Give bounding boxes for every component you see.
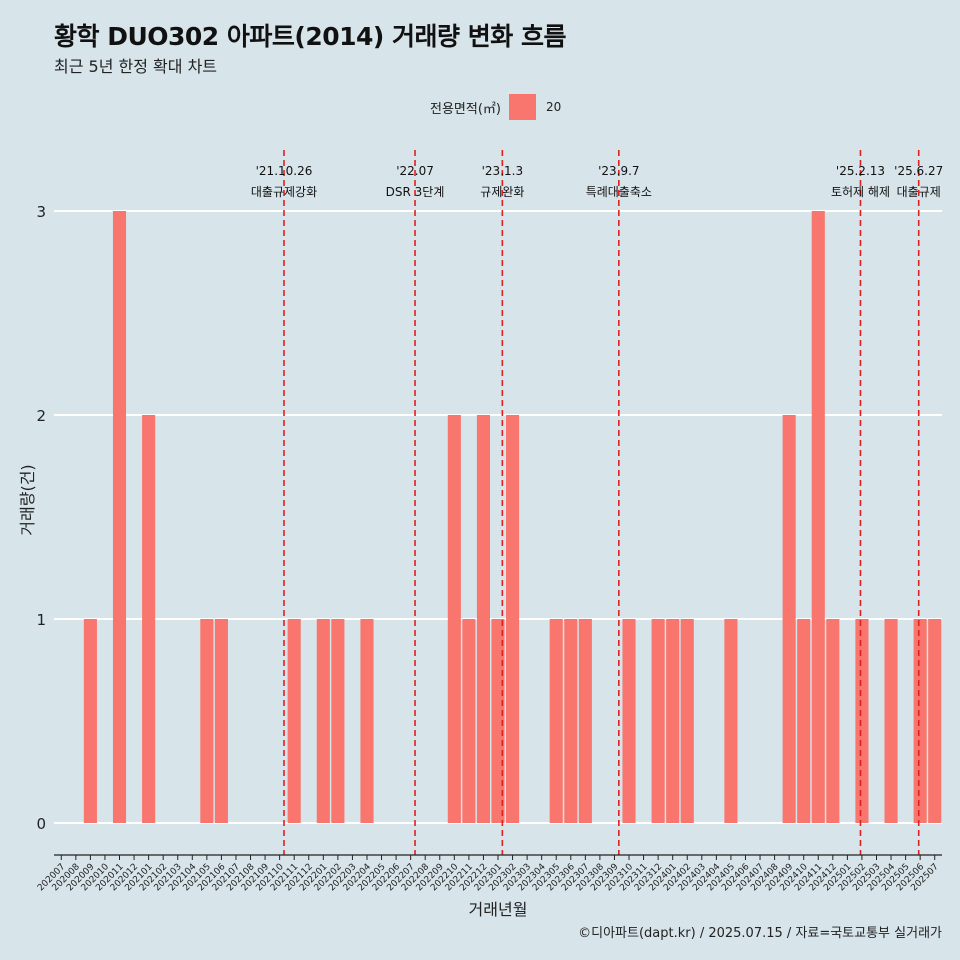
event-date: '23.1.3 bbox=[482, 164, 523, 178]
x-axis-title: 거래년월 bbox=[469, 900, 528, 919]
event-label: 토허제 해제 bbox=[831, 185, 890, 199]
bar bbox=[797, 619, 811, 823]
chart-caption: ©디아파트(dapt.kr) / 2025.07.15 / 자료=국토교통부 실… bbox=[578, 926, 942, 941]
bar bbox=[811, 211, 825, 823]
bar bbox=[549, 619, 563, 823]
bar bbox=[491, 619, 505, 823]
bar bbox=[447, 415, 461, 823]
event-label: 대출규제 bbox=[897, 185, 941, 199]
chart-subtitle: 최근 5년 한정 확대 차트 bbox=[54, 57, 218, 76]
bar bbox=[83, 619, 97, 823]
bar bbox=[913, 619, 927, 823]
event-label: 규제완화 bbox=[480, 185, 524, 199]
event-date: '25.2.13 bbox=[836, 164, 885, 178]
bar bbox=[564, 619, 578, 823]
bar bbox=[928, 619, 942, 823]
bar bbox=[476, 415, 490, 823]
bar bbox=[316, 619, 330, 823]
y-tick-label: 3 bbox=[36, 203, 46, 221]
bar bbox=[622, 619, 636, 823]
bar bbox=[360, 619, 374, 823]
bar bbox=[287, 619, 301, 823]
bar bbox=[782, 415, 796, 823]
y-tick-label: 0 bbox=[36, 815, 46, 833]
bar bbox=[331, 619, 345, 823]
event-date: '21.10.26 bbox=[256, 164, 313, 178]
event-label: DSR 3단계 bbox=[386, 185, 445, 199]
bar bbox=[666, 619, 680, 823]
legend-title: 전용면적(㎡) bbox=[430, 101, 501, 117]
y-axis-title: 거래량(건) bbox=[18, 464, 37, 535]
event-label: 대출규제강화 bbox=[251, 185, 317, 199]
bar bbox=[724, 619, 738, 823]
bar bbox=[142, 415, 156, 823]
event-date: '25.6.27 bbox=[894, 164, 943, 178]
bar bbox=[112, 211, 127, 823]
bar bbox=[214, 619, 228, 823]
bar bbox=[578, 619, 592, 823]
bar bbox=[884, 619, 898, 823]
event-label: 특례대출축소 bbox=[586, 185, 652, 199]
chart-title: 황학 DUO302 아파트(2014) 거래량 변화 흐름 bbox=[54, 22, 566, 51]
legend: 전용면적(㎡) 20 bbox=[430, 94, 561, 120]
bar bbox=[200, 619, 214, 823]
event-date: '23.9.7 bbox=[598, 164, 639, 178]
bar bbox=[651, 619, 665, 823]
y-tick-label: 1 bbox=[36, 611, 46, 629]
bar bbox=[506, 415, 520, 823]
legend-entry-label: 20 bbox=[545, 100, 562, 114]
event-date: '22.07 bbox=[396, 164, 434, 178]
bar bbox=[855, 619, 869, 823]
bar bbox=[680, 619, 694, 823]
bar bbox=[826, 619, 840, 823]
legend-key-swatch bbox=[508, 94, 536, 120]
bar bbox=[462, 619, 476, 823]
y-tick-label: 2 bbox=[36, 407, 46, 425]
